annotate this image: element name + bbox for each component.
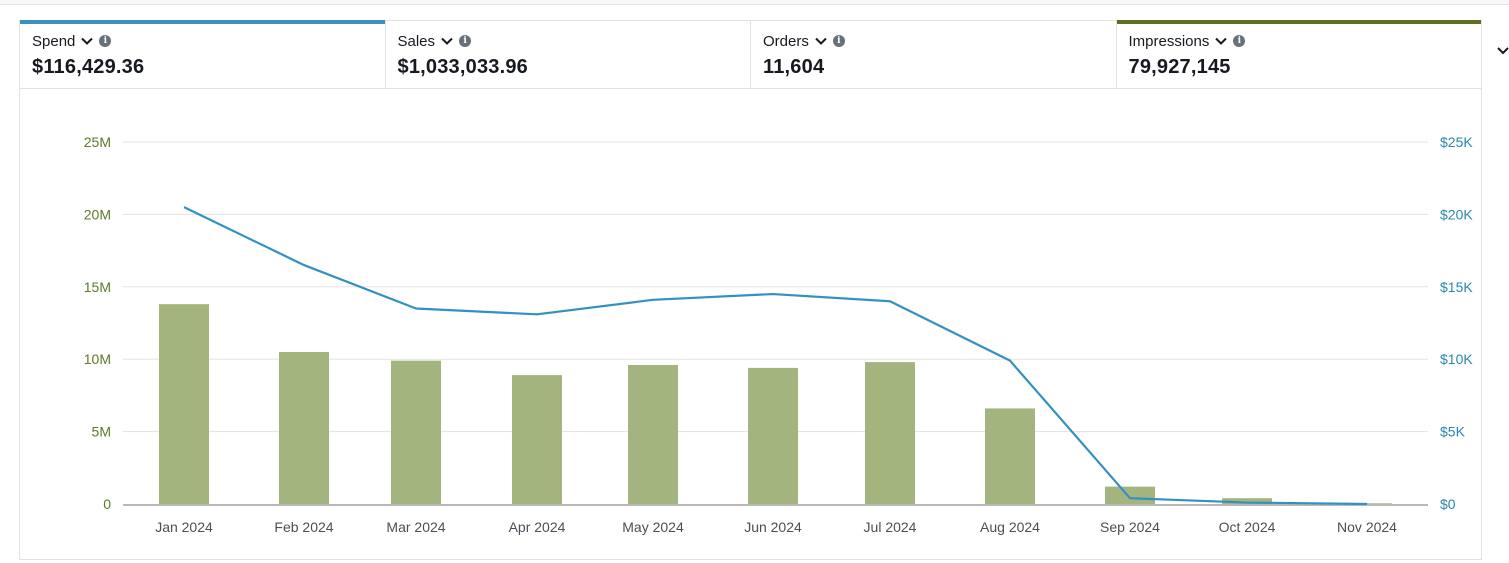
collapse-chevron-down-icon[interactable]	[1497, 44, 1509, 58]
y-right-tick-label: $10K	[1440, 351, 1473, 367]
metric-sales[interactable]: Sales i $1,033,033.96	[386, 21, 751, 88]
y-right-tick-label: $5K	[1440, 424, 1466, 440]
y-left-tick-label: 0	[103, 496, 111, 512]
y-left-tick-label: 5M	[92, 424, 111, 440]
impressions-bar	[628, 364, 678, 504]
x-tick-label: Jun 2024	[744, 519, 802, 535]
metric-header: Orders i	[763, 31, 1104, 51]
x-tick-label: Apr 2024	[509, 519, 566, 535]
metric-value: $116,429.36	[32, 56, 145, 78]
info-icon[interactable]: i	[459, 35, 472, 47]
metric-impressions[interactable]: Impressions i 79,927,145	[1116, 20, 1481, 88]
impressions-bar	[748, 367, 798, 504]
x-tick-label: Sep 2024	[1100, 519, 1160, 535]
impressions-bar	[391, 360, 441, 504]
x-tick-label: May 2024	[622, 519, 684, 535]
metric-value: 11,604	[763, 56, 825, 78]
metric-selected-indicator	[1116, 20, 1481, 24]
metric-orders[interactable]: Orders i 11,604	[751, 21, 1117, 88]
y-left-tick-label: 25M	[84, 134, 111, 150]
y-right-tick-label: $15K	[1440, 279, 1473, 295]
info-icon[interactable]: i	[1233, 35, 1246, 47]
metric-label: Orders	[763, 32, 809, 50]
metric-label: Spend	[32, 32, 76, 50]
metric-header: Sales i	[398, 31, 739, 51]
x-tick-label: Jan 2024	[155, 519, 213, 535]
chevron-down-icon[interactable]	[441, 35, 453, 47]
impressions-bar	[1222, 498, 1272, 504]
chevron-down-icon[interactable]	[1215, 35, 1228, 47]
metric-selected-indicator	[20, 20, 385, 24]
impressions-bar	[985, 408, 1035, 504]
x-tick-label: Nov 2024	[1337, 519, 1397, 535]
impressions-bar	[159, 304, 209, 504]
info-icon[interactable]: i	[99, 35, 112, 47]
y-left-tick-label: 15M	[84, 279, 111, 295]
info-icon[interactable]: i	[832, 35, 845, 47]
spend-line	[183, 206, 1368, 506]
metric-header: Impressions i	[1129, 31, 1470, 51]
top-divider	[0, 0, 1509, 5]
metric-value: $1,033,033.96	[397, 56, 529, 78]
metric-value: 79,927,145	[1128, 56, 1231, 78]
impressions-bar	[279, 351, 329, 504]
metric-spend[interactable]: Spend i $116,429.36	[20, 20, 386, 88]
impressions-bar	[865, 362, 915, 504]
x-tick-label: Jul 2024	[864, 519, 917, 535]
x-tick-label: Mar 2024	[386, 519, 445, 535]
x-tick-label: Feb 2024	[274, 519, 333, 535]
impressions-bar	[1105, 486, 1155, 504]
chevron-down-icon[interactable]	[815, 35, 827, 47]
metric-tabs: Spend i $116,429.36 Sales i $1,033,033.96 Orde…	[20, 20, 1481, 89]
x-tick-label: Oct 2024	[1219, 519, 1276, 535]
chevron-down-icon[interactable]	[81, 35, 94, 47]
metric-label: Sales	[397, 32, 436, 50]
y-right-tick-label: $25K	[1440, 134, 1473, 150]
metric-header: Spend i	[32, 31, 373, 51]
x-tick-label: Aug 2024	[980, 519, 1040, 535]
impressions-bar	[512, 375, 562, 504]
y-right-tick-label: $20K	[1440, 206, 1473, 222]
y-left-tick-label: 10M	[84, 351, 111, 367]
metric-label: Impressions	[1128, 32, 1210, 50]
y-left-tick-label: 20M	[84, 206, 111, 222]
y-right-tick-label: $0	[1440, 496, 1456, 512]
